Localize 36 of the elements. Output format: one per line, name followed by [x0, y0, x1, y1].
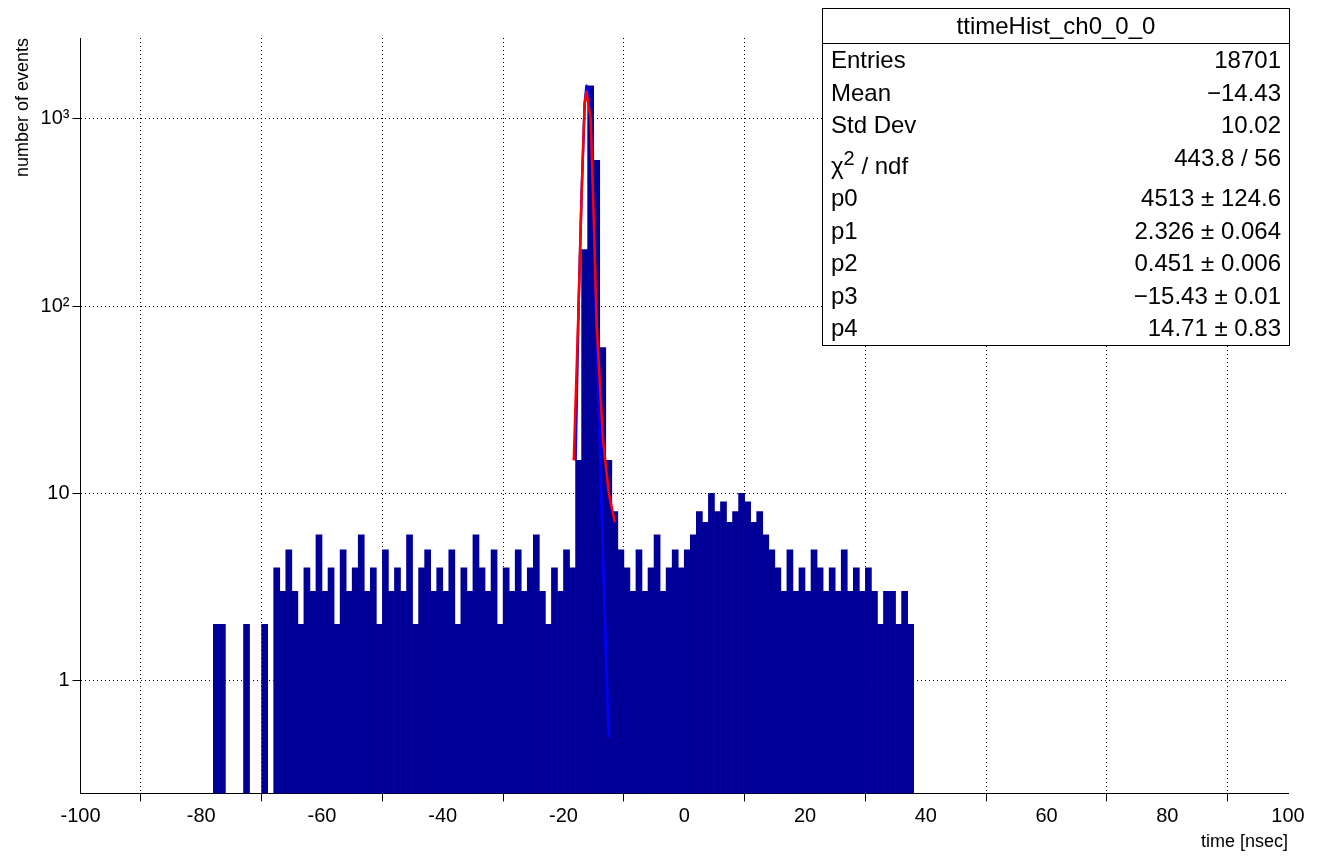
annotation: −15.43 ± 0.01 — [1133, 280, 1281, 311]
x-tick-label: 0 — [678, 803, 690, 826]
y-tick-label: 10³ — [40, 106, 70, 129]
x-tick-label: 100 — [1271, 803, 1305, 826]
annotation: 443.8 / 56 — [1174, 142, 1281, 173]
annotation: 18701 — [1214, 45, 1281, 75]
x-tick-label: -60 — [307, 803, 337, 826]
x-tick-label: 60 — [1035, 803, 1058, 826]
x-tick-label: -80 — [186, 803, 216, 826]
annotation: 0.451 ± 0.006 — [1134, 248, 1281, 278]
annotation: Std Dev — [831, 110, 917, 140]
annotation: 14.71 ± 0.83 — [1147, 313, 1281, 343]
x-tick-label: -100 — [60, 803, 101, 826]
annotation: p2 — [831, 248, 858, 278]
y-tick-label: 10 — [47, 480, 70, 503]
annotation: −14.43 — [1206, 77, 1281, 108]
annotation: p1 — [831, 215, 858, 246]
annotation: 2.326 ± 0.064 — [1134, 215, 1281, 246]
y-tick-label: 10² — [40, 293, 70, 316]
y-tick-label: 1 — [58, 668, 70, 691]
annotation: p3 — [831, 280, 858, 311]
annotation: 4513 ± 124.6 — [1141, 183, 1281, 213]
annotation: χ$^{2}$ / ndf — [831, 145, 909, 181]
y-axis-title: number of events — [11, 38, 32, 178]
x-tick-label: -40 — [428, 803, 458, 826]
annotation: Entries — [831, 45, 906, 75]
x-tick-label: 80 — [1156, 803, 1179, 826]
annotation: p4 — [831, 313, 858, 343]
x-axis-title: time [nsec] — [1200, 831, 1288, 852]
annotation: Mean — [831, 77, 892, 108]
annotation: 10.02 — [1220, 110, 1281, 140]
x-tick-label: -20 — [549, 803, 578, 826]
annotation: p0 — [831, 183, 858, 213]
x-tick-label: 40 — [914, 803, 937, 826]
chart-title: ttimeHist_ch0_0_0 — [823, 9, 1289, 44]
x-tick-label: 20 — [793, 803, 817, 826]
